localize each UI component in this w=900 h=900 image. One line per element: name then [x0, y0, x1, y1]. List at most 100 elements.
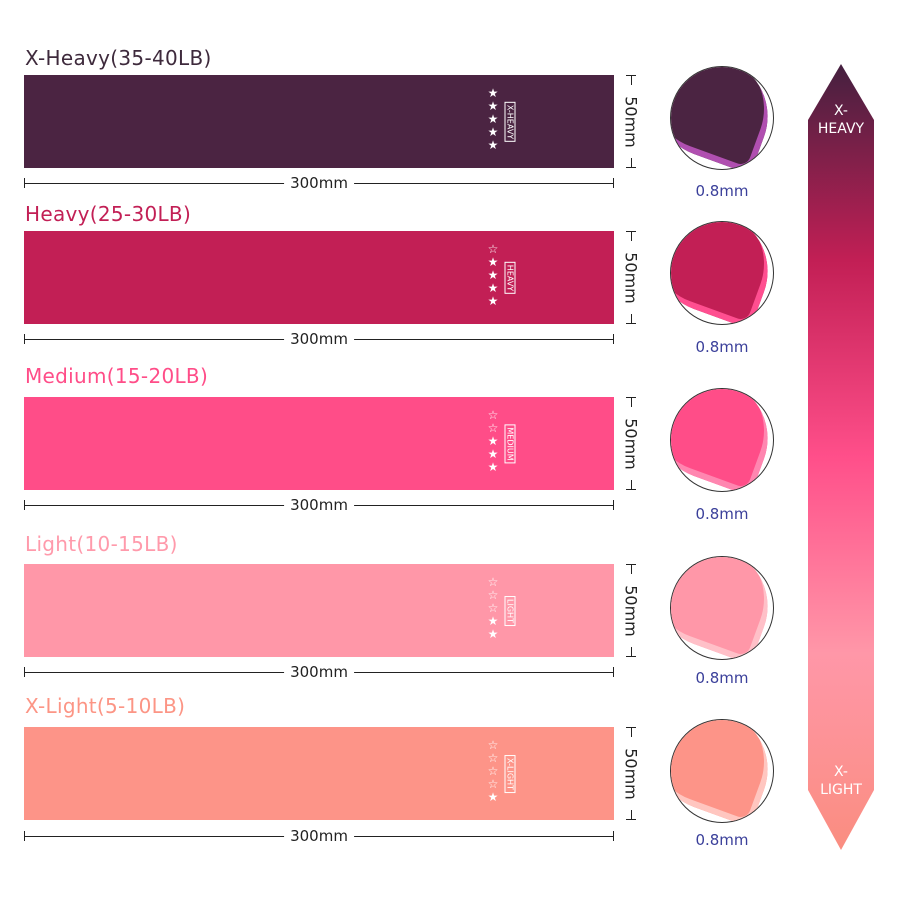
- star-rating: ☆ ☆ ☆ ★ ★: [486, 576, 500, 641]
- dimension-cap: [613, 500, 614, 510]
- length-dimension: 300mm: [24, 663, 614, 681]
- length-label: 300mm: [284, 827, 354, 845]
- band-thickness-closeup: [670, 221, 774, 325]
- band-title: X-Light(5-10LB): [25, 694, 186, 718]
- strength-rating: ★ ★ ★ ★ ★ X-HEAVY: [486, 87, 526, 157]
- strength-rating: ☆ ☆ ★ ★ ★ MEDIUM: [486, 409, 526, 479]
- band-fold: [671, 720, 773, 822]
- band-fold: [671, 222, 773, 324]
- star-empty-icon: ☆: [487, 588, 499, 602]
- thickness-label: 0.8mm: [695, 669, 749, 687]
- width-label: 50mm: [621, 251, 641, 304]
- band-tag: MEDIUM: [504, 424, 516, 464]
- resistance-scale-arrow: [808, 64, 874, 850]
- star-filled-icon: ★: [487, 255, 499, 269]
- width-label: 50mm: [621, 417, 641, 470]
- dimension-cap: [24, 831, 25, 841]
- star-empty-icon: ☆: [487, 242, 499, 256]
- star-filled-icon: ★: [487, 627, 499, 641]
- band-tag: HEAVY: [504, 261, 516, 295]
- star-empty-icon: ☆: [487, 601, 499, 615]
- band-title: Medium(15-20LB): [25, 364, 209, 388]
- band-tag: X-LIGHT: [504, 755, 516, 793]
- width-dimension: 50mm: [621, 75, 641, 168]
- dimension-line: [631, 231, 632, 241]
- resistance-band: ☆ ☆ ☆ ☆ ★ X-LIGHT: [24, 727, 614, 820]
- band-tag: X-HEAVY: [504, 101, 516, 143]
- width-dimension: 50mm: [621, 397, 641, 490]
- thickness-label: 0.8mm: [695, 505, 749, 523]
- dimension-cap: [613, 334, 614, 344]
- band-fold: [671, 389, 773, 491]
- band-fold: [671, 557, 773, 659]
- strength-rating: ☆ ☆ ☆ ★ ★ LIGHT: [486, 576, 526, 646]
- band-tag: LIGHT: [504, 596, 516, 626]
- band-title: Light(10-15LB): [25, 532, 178, 556]
- dimension-line: [631, 810, 632, 820]
- star-filled-icon: ★: [487, 790, 499, 804]
- star-filled-icon: ★: [487, 125, 499, 139]
- resistance-band: ☆ ☆ ★ ★ ★ MEDIUM: [24, 397, 614, 490]
- band-thickness-closeup: [670, 388, 774, 492]
- dimension-line: [631, 397, 632, 407]
- width-dimension: 50mm: [621, 231, 641, 324]
- star-empty-icon: ☆: [487, 764, 499, 778]
- length-label: 300mm: [284, 663, 354, 681]
- resistance-band: ★ ★ ★ ★ ★ X-HEAVY: [24, 75, 614, 168]
- star-empty-icon: ☆: [487, 777, 499, 791]
- resistance-band: ☆ ★ ★ ★ ★ HEAVY: [24, 231, 614, 324]
- dimension-cap: [24, 178, 25, 188]
- thickness-label: 0.8mm: [695, 831, 749, 849]
- star-filled-icon: ★: [487, 447, 499, 461]
- dimension-line: [631, 647, 632, 657]
- width-label: 50mm: [621, 747, 641, 800]
- length-label: 300mm: [284, 330, 354, 348]
- strength-rating: ☆ ★ ★ ★ ★ HEAVY: [486, 243, 526, 313]
- dimension-line: [631, 75, 632, 85]
- length-dimension: 300mm: [24, 174, 614, 192]
- star-rating: ☆ ★ ★ ★ ★: [486, 243, 500, 308]
- scale-bottom-label: X- LIGHT: [820, 764, 862, 798]
- star-rating: ☆ ☆ ★ ★ ★: [486, 409, 500, 474]
- star-filled-icon: ★: [487, 294, 499, 308]
- star-filled-icon: ★: [487, 138, 499, 152]
- star-filled-icon: ★: [487, 281, 499, 295]
- length-label: 300mm: [284, 496, 354, 514]
- width-label: 50mm: [621, 95, 641, 148]
- dimension-cap: [24, 500, 25, 510]
- width-label: 50mm: [621, 584, 641, 637]
- star-filled-icon: ★: [487, 268, 499, 282]
- length-label: 300mm: [284, 174, 354, 192]
- band-thickness-closeup: [670, 719, 774, 823]
- star-empty-icon: ☆: [487, 408, 499, 422]
- thickness-label: 0.8mm: [695, 182, 749, 200]
- scale-top-label: X- HEAVY: [817, 103, 865, 137]
- dimension-line: [631, 564, 632, 574]
- star-empty-icon: ☆: [487, 421, 499, 435]
- star-filled-icon: ★: [487, 112, 499, 126]
- band-title: Heavy(25-30LB): [25, 202, 192, 226]
- star-filled-icon: ★: [487, 99, 499, 113]
- length-dimension: 300mm: [24, 330, 614, 348]
- dimension-cap: [24, 334, 25, 344]
- star-filled-icon: ★: [487, 614, 499, 628]
- dimension-cap: [613, 831, 614, 841]
- dimension-line: [631, 314, 632, 324]
- star-empty-icon: ☆: [487, 751, 499, 765]
- dimension-cap: [613, 178, 614, 188]
- dimension-line: [631, 158, 632, 168]
- width-dimension: 50mm: [621, 564, 641, 657]
- dimension-line: [631, 727, 632, 737]
- dimension-cap: [24, 667, 25, 677]
- band-thickness-closeup: [670, 556, 774, 660]
- dimension-line: [631, 480, 632, 490]
- strength-rating: ☆ ☆ ☆ ☆ ★ X-LIGHT: [486, 739, 526, 809]
- width-dimension: 50mm: [621, 727, 641, 820]
- length-dimension: 300mm: [24, 827, 614, 845]
- band-thickness-closeup: [670, 66, 774, 170]
- dimension-cap: [613, 667, 614, 677]
- resistance-band: ☆ ☆ ☆ ★ ★ LIGHT: [24, 564, 614, 657]
- star-filled-icon: ★: [487, 434, 499, 448]
- band-title: X-Heavy(35-40LB): [25, 46, 212, 70]
- star-rating: ☆ ☆ ☆ ☆ ★: [486, 739, 500, 804]
